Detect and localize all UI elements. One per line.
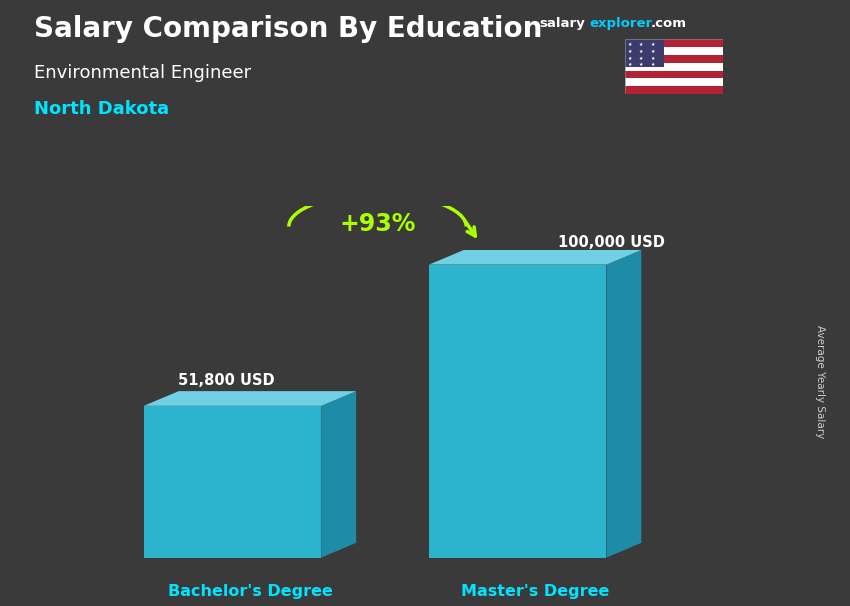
Text: ★: ★ bbox=[650, 49, 654, 54]
Text: ★: ★ bbox=[628, 62, 632, 67]
Bar bbox=[625, 55, 722, 63]
Text: Salary Comparison By Education: Salary Comparison By Education bbox=[34, 15, 542, 43]
Text: Environmental Engineer: Environmental Engineer bbox=[34, 64, 251, 82]
Text: ★: ★ bbox=[650, 62, 654, 67]
Bar bbox=[625, 39, 664, 67]
Text: salary: salary bbox=[540, 17, 586, 30]
Text: ★: ★ bbox=[628, 49, 632, 54]
Text: ★: ★ bbox=[650, 56, 654, 61]
Polygon shape bbox=[321, 391, 356, 558]
Bar bbox=[625, 86, 722, 94]
Bar bbox=[625, 63, 722, 70]
Text: North Dakota: North Dakota bbox=[34, 100, 169, 118]
Polygon shape bbox=[606, 250, 641, 558]
Text: ★: ★ bbox=[639, 56, 643, 61]
Text: 100,000 USD: 100,000 USD bbox=[558, 235, 665, 250]
Polygon shape bbox=[429, 250, 641, 265]
Bar bbox=[625, 78, 722, 86]
Bar bbox=[625, 47, 722, 55]
Text: ★: ★ bbox=[650, 42, 654, 47]
Text: ★: ★ bbox=[628, 56, 632, 61]
Text: Average Yearly Salary: Average Yearly Salary bbox=[815, 325, 825, 438]
Bar bbox=[625, 70, 722, 78]
Text: ★: ★ bbox=[628, 42, 632, 47]
Polygon shape bbox=[429, 265, 606, 558]
Polygon shape bbox=[144, 406, 321, 558]
Text: ★: ★ bbox=[639, 49, 643, 54]
Polygon shape bbox=[144, 391, 356, 406]
Text: 51,800 USD: 51,800 USD bbox=[178, 373, 275, 388]
Text: ★: ★ bbox=[639, 42, 643, 47]
Text: Bachelor's Degree: Bachelor's Degree bbox=[167, 584, 332, 599]
Text: explorer: explorer bbox=[589, 17, 652, 30]
Text: .com: .com bbox=[650, 17, 686, 30]
Bar bbox=[625, 39, 722, 47]
Text: Master's Degree: Master's Degree bbox=[461, 584, 609, 599]
Text: +93%: +93% bbox=[339, 211, 416, 236]
Text: ★: ★ bbox=[639, 62, 643, 67]
